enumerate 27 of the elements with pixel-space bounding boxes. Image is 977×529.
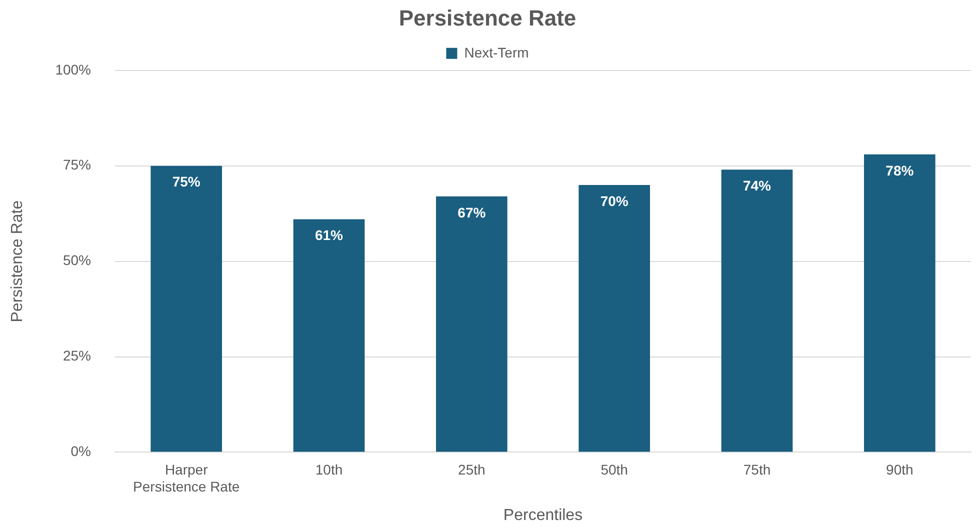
data-label: 67% <box>458 204 486 220</box>
data-label: 70% <box>600 192 629 209</box>
data-label: 78% <box>886 162 914 178</box>
x-tick-label: Harper Persistence Rate <box>133 461 240 494</box>
y-tick-label: 100% <box>55 61 92 78</box>
chart-title: Persistence Rate <box>398 5 576 30</box>
y-tick-label: 75% <box>62 156 92 173</box>
x-tick-label: 50th <box>600 461 628 478</box>
y-tick-label: 25% <box>62 348 92 364</box>
bar <box>721 170 793 452</box>
x-tick-label: 75th <box>743 461 771 478</box>
y-tick-label: 50% <box>62 252 92 268</box>
bar <box>150 166 222 452</box>
bar <box>864 154 936 452</box>
x-axis-title: Percentiles <box>503 506 583 524</box>
x-tick-label: 10th <box>315 461 343 478</box>
x-tick-label: 90th <box>886 461 914 478</box>
y-tick-label: 0% <box>70 443 92 460</box>
data-label: 75% <box>172 174 201 190</box>
bar <box>578 184 650 452</box>
bar <box>293 219 365 452</box>
data-label: 74% <box>742 178 772 194</box>
y-axis-title: Persistence Rate <box>9 200 26 322</box>
legend-label: Next-Term <box>464 44 529 60</box>
x-tick-label: 25th <box>458 461 486 478</box>
bar <box>436 196 508 452</box>
data-label: 61% <box>314 227 344 244</box>
